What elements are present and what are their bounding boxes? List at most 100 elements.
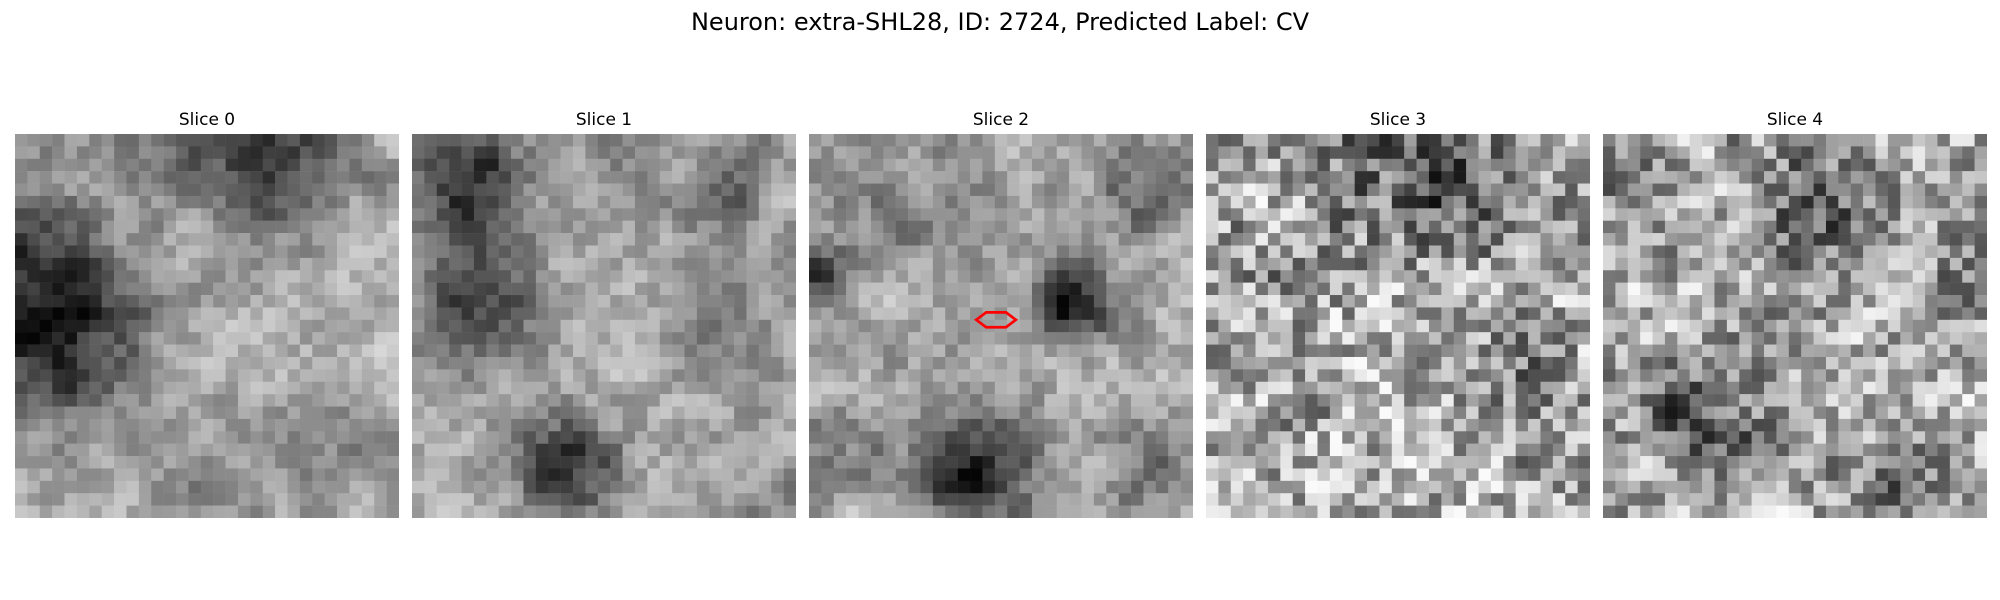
pixel [1267,394,1281,407]
pixel [473,480,487,494]
pixel [1565,468,1578,482]
pixel [1367,183,1380,197]
pixel [957,158,971,172]
pixel [821,307,835,321]
pixel [15,245,28,259]
pixel [1689,394,1703,407]
pixel [76,233,90,246]
pixel [1689,282,1703,296]
pixel [1255,418,1269,432]
pixel [622,146,636,160]
pixel [573,344,586,358]
pixel [225,443,239,457]
pixel [1490,369,1504,382]
pixel [1627,195,1641,209]
pixel [1391,381,1405,395]
pixel [1925,443,1938,457]
pixel [1528,468,1541,482]
pixel [1949,158,1963,172]
pixel [1069,493,1082,506]
pixel [27,233,41,246]
pixel [275,282,288,296]
pixel [486,245,499,259]
pixel [1317,158,1331,172]
pixel [374,307,387,321]
pixel [833,270,847,283]
pixel [1180,208,1193,221]
pixel [1949,146,1963,160]
pixel [64,257,78,271]
pixel [1280,406,1293,420]
pixel [386,245,399,259]
pixel [52,468,65,482]
pixel [511,431,524,444]
pixel [1280,456,1293,469]
pixel [412,208,425,221]
pixel [1552,295,1566,308]
pixel [324,505,338,518]
pixel [461,220,475,234]
pixel [1305,456,1318,469]
pixel [957,431,971,444]
pixel [709,332,722,345]
pixel [89,369,102,382]
pixel [1367,270,1380,283]
pixel [1391,493,1405,506]
pixel [374,158,387,172]
pixel [1466,443,1479,457]
pixel [15,146,28,160]
pixel [1850,245,1864,259]
pixel [151,134,164,147]
pixel [659,344,673,358]
pixel [1689,245,1703,259]
pixel [920,356,934,370]
pixel [1677,257,1690,271]
pixel [1329,369,1343,382]
pixel [1329,146,1343,160]
pixel [771,195,784,209]
pixel [1850,356,1864,370]
pixel [1838,406,1851,420]
pixel [1019,505,1033,518]
pixel [597,406,611,420]
pixel [1069,319,1082,333]
pixel [1937,493,1951,506]
pixel [994,381,1008,395]
pixel [39,158,53,172]
pixel [1155,158,1169,172]
pixel [1540,195,1554,209]
pixel [883,183,896,197]
pixel [634,208,648,221]
pixel [76,171,90,184]
pixel [1937,394,1951,407]
pixel [1267,431,1281,444]
pixel [1577,381,1590,395]
pixel [709,134,722,147]
pixel [1702,369,1715,382]
pixel [1838,431,1851,444]
pixel [1565,146,1578,160]
pixel [647,493,660,506]
pixel [746,456,760,469]
pixel [970,158,983,172]
pixel [1329,319,1343,333]
pixel [1106,233,1119,246]
pixel [573,319,586,333]
pixel [1714,418,1728,432]
pixel [696,220,710,234]
pixel [126,319,140,333]
pixel [957,146,971,160]
pixel [895,245,909,259]
pixel [1838,493,1851,506]
pixel [1255,220,1269,234]
pixel [1714,493,1728,506]
pixel [52,394,65,407]
pixel [486,431,499,444]
pixel [1367,282,1380,296]
pixel [1788,134,1802,147]
pixel [932,319,946,333]
pixel [250,282,263,296]
pixel [1180,307,1193,321]
pixel [1155,183,1169,197]
pixel [908,220,921,234]
